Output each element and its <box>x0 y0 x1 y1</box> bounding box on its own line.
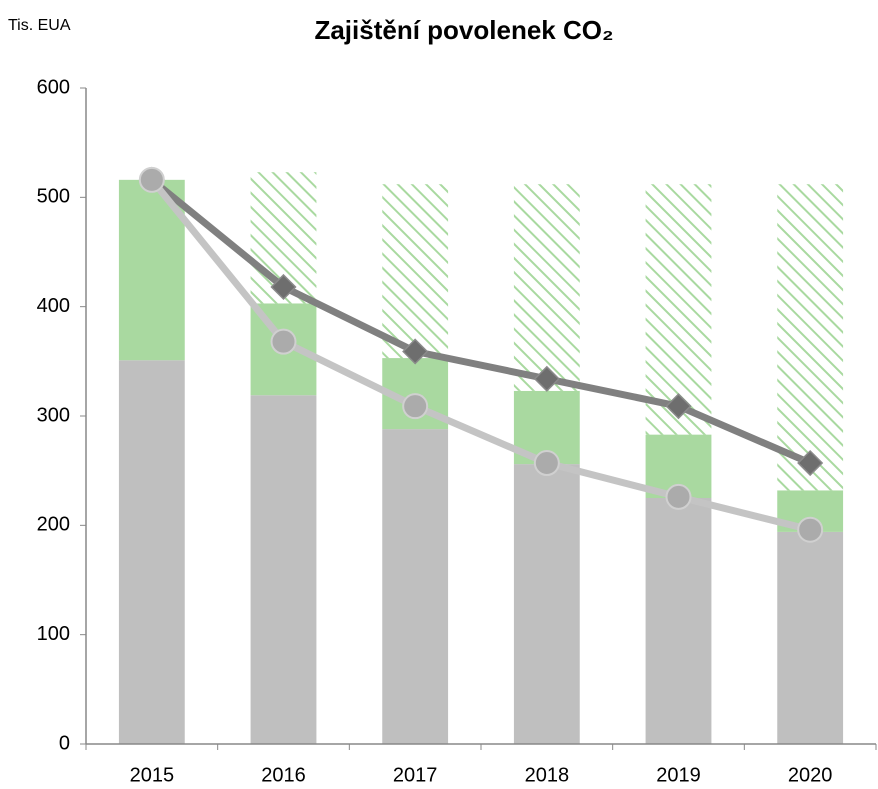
y-tick-label: 100 <box>37 623 70 645</box>
marker <box>402 338 429 365</box>
chart-title: Zajištění povolenek CO₂ <box>314 15 613 45</box>
bar-segment <box>777 184 844 491</box>
marker <box>533 365 560 392</box>
y-tick-label: 400 <box>37 295 70 317</box>
y-tick-label: 300 <box>37 404 70 426</box>
bar-segment <box>513 464 580 744</box>
line <box>149 177 812 534</box>
marker <box>270 273 297 301</box>
x-tick-label: 2018 <box>525 764 570 786</box>
x-tick-label: 2020 <box>788 764 833 786</box>
marker <box>665 483 692 510</box>
marker <box>270 328 297 355</box>
marker <box>138 166 165 193</box>
bar-segment <box>513 184 580 391</box>
marker <box>797 516 824 543</box>
y-tick-label: 200 <box>37 514 70 536</box>
marker <box>665 393 692 420</box>
bar-segment <box>118 360 185 744</box>
x-tick-label: 2019 <box>656 764 701 786</box>
x-tick-label: 2016 <box>261 764 306 786</box>
marker <box>402 393 429 420</box>
x-tick-label: 2015 <box>130 764 175 786</box>
y-tick-label: 600 <box>37 76 70 98</box>
bar-segment <box>645 498 712 744</box>
bar-segment <box>382 184 449 359</box>
bar-segment <box>382 429 449 744</box>
y-tick-label: 500 <box>37 186 70 208</box>
marker <box>797 449 824 477</box>
line <box>149 177 812 467</box>
y-axis-label: Tis. EUA <box>8 17 71 34</box>
bar-segment <box>645 184 712 435</box>
bar-segment <box>250 395 317 744</box>
bar-segment <box>777 531 844 744</box>
x-tick-label: 2017 <box>393 764 438 786</box>
marker <box>533 450 560 477</box>
y-tick-label: 0 <box>59 732 70 754</box>
